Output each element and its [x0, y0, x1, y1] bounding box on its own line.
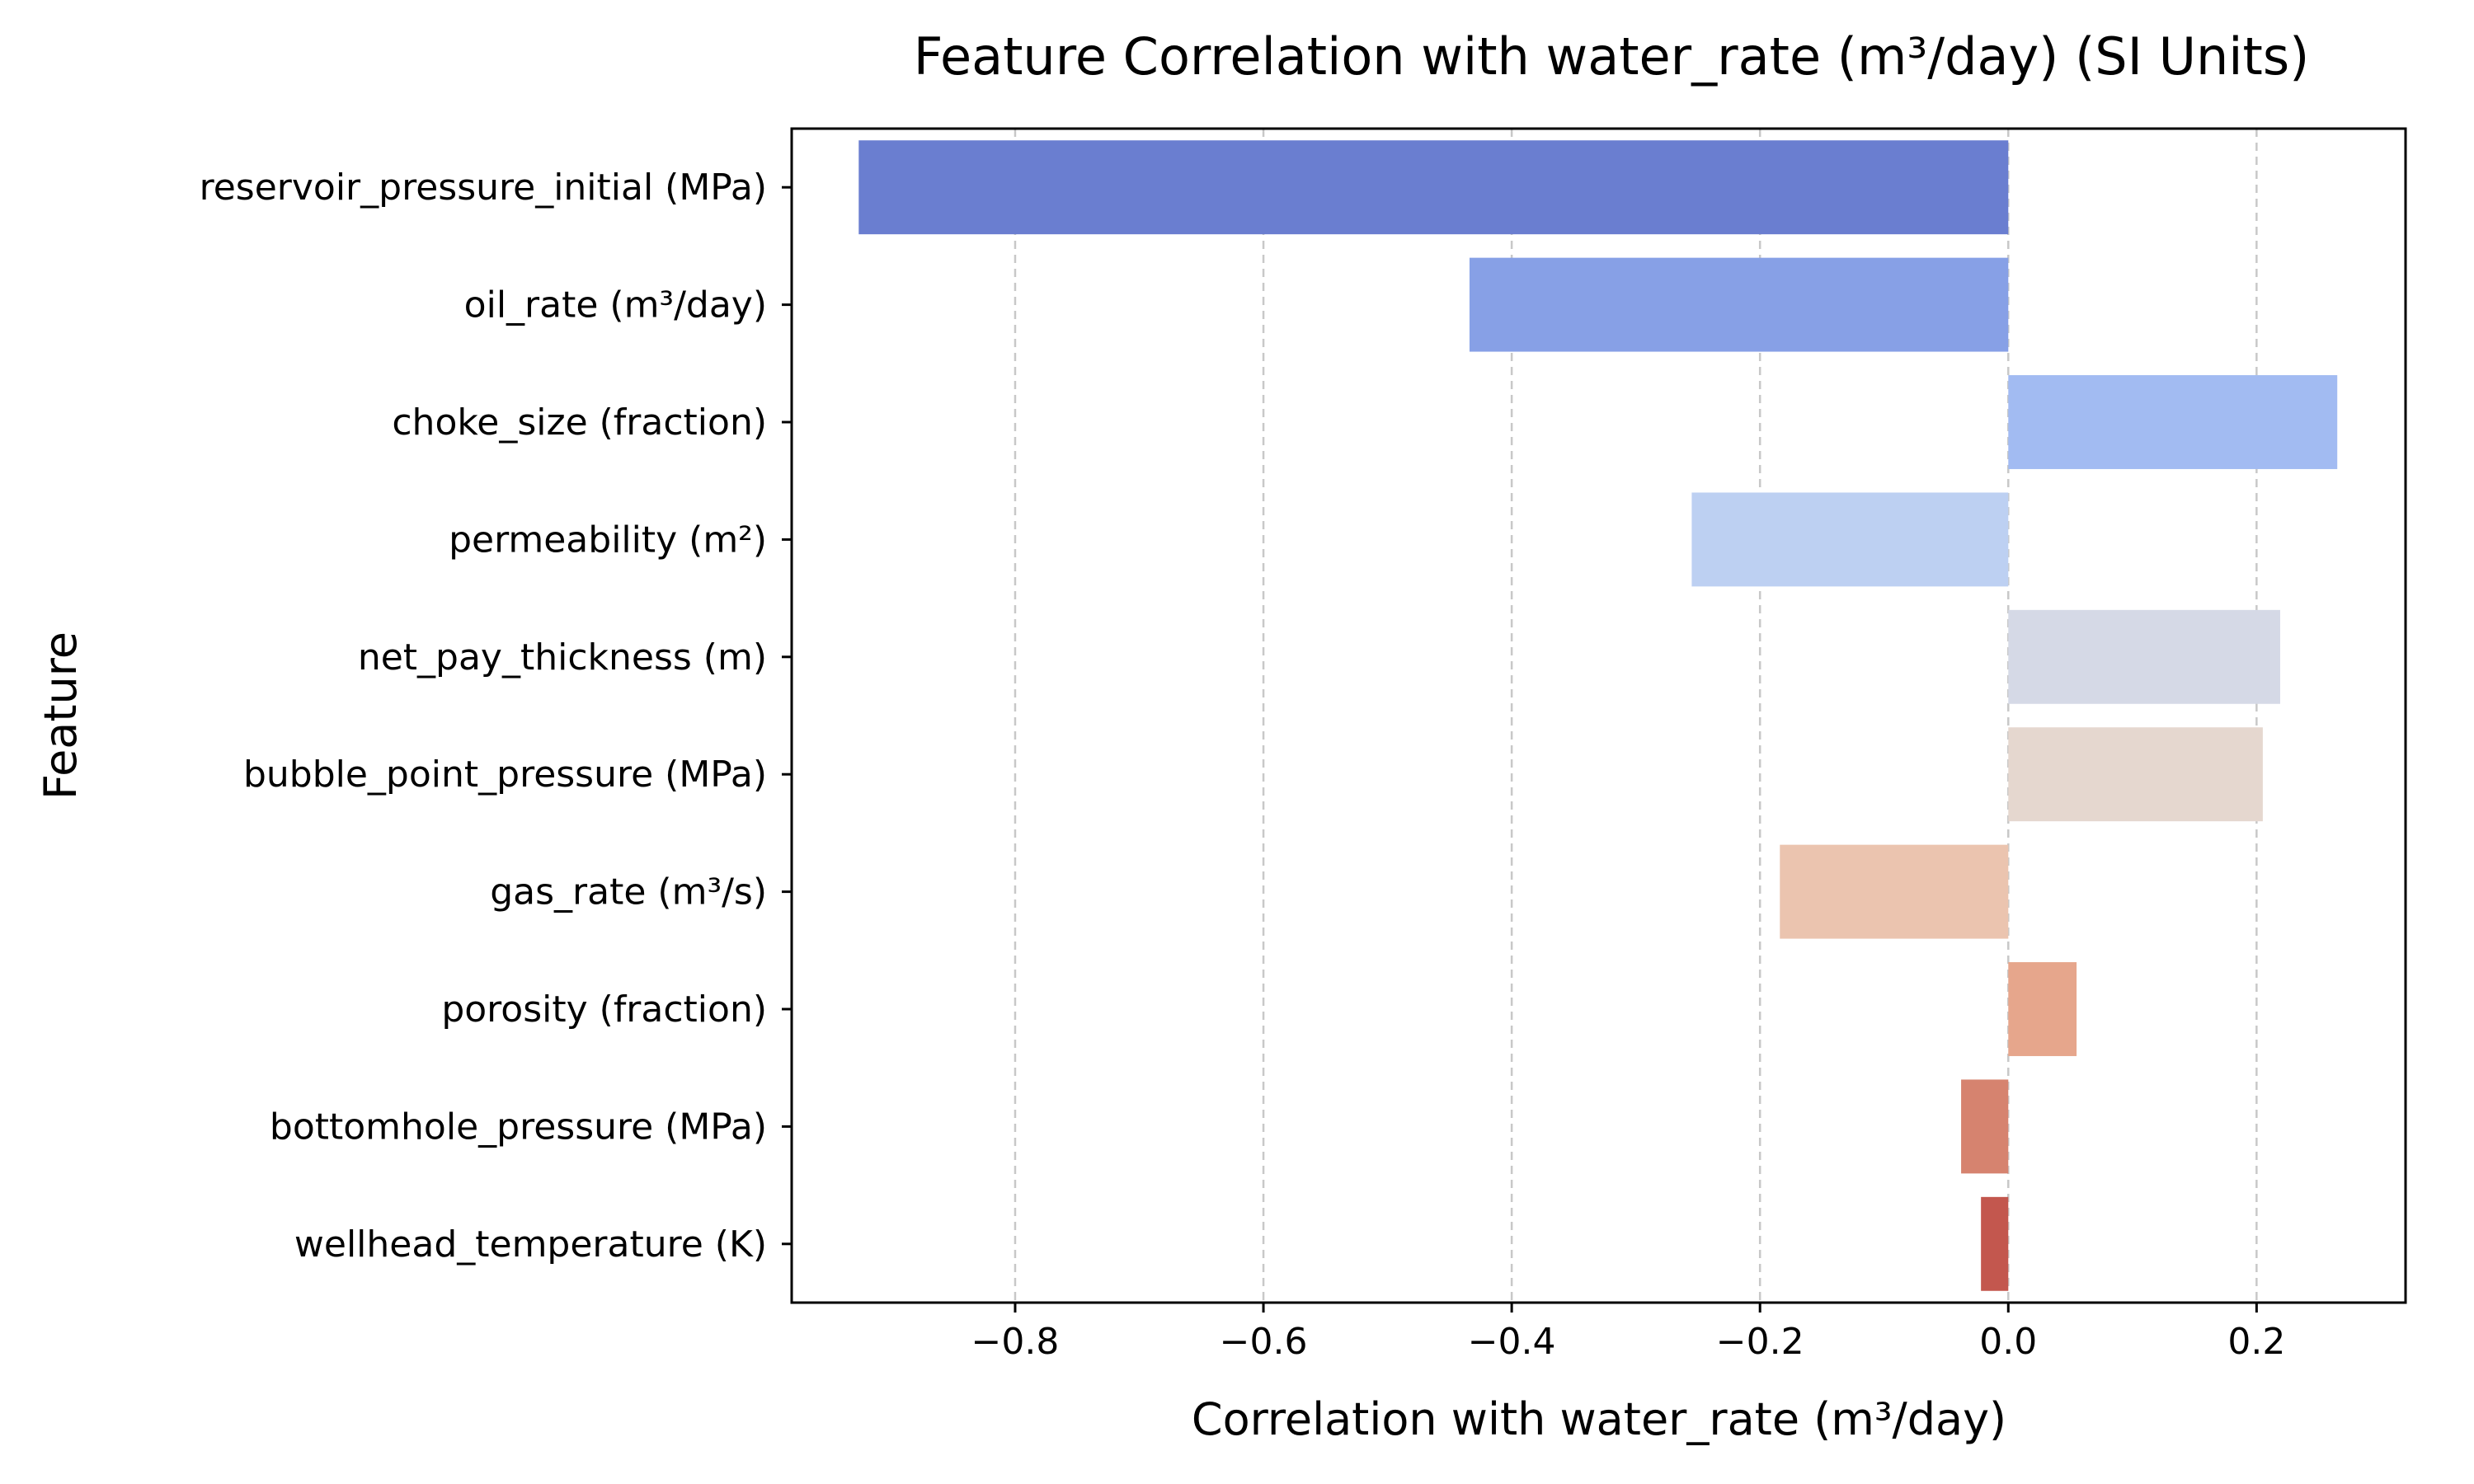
- x-axis-label: Correlation with water_rate (m³/day): [1192, 1393, 2006, 1445]
- y-tick-label: gas_rate (m³/s): [490, 871, 767, 913]
- y-tick-label: bottomhole_pressure (MPa): [270, 1106, 767, 1148]
- y-tick-label: bubble_point_pressure (MPa): [243, 754, 767, 796]
- y-axis-label: Feature: [35, 632, 87, 800]
- bar: [2008, 962, 2077, 1056]
- y-tick-label: net_pay_thickness (m): [358, 636, 767, 679]
- x-tick-label: −0.4: [1468, 1321, 1556, 1363]
- chart-title: Feature Correlation with water_rate (m³/…: [914, 26, 2310, 87]
- x-tick-label: 0.2: [2227, 1321, 2285, 1363]
- bar: [1981, 1196, 2009, 1291]
- x-tick-label: −0.6: [1220, 1321, 1308, 1363]
- y-tick-label: porosity (fraction): [441, 989, 767, 1031]
- y-axis-ticks: reservoir_pressure_initial (MPa) oil_rate…: [200, 167, 792, 1266]
- bar: [2008, 727, 2263, 822]
- bar: [1961, 1079, 2009, 1174]
- y-tick-label: oil_rate (m³/day): [464, 284, 767, 326]
- y-tick-label: choke_size (fraction): [392, 402, 767, 444]
- bars: [858, 140, 2338, 1291]
- bar: [2008, 375, 2338, 469]
- x-tick-label: −0.2: [1716, 1321, 1804, 1363]
- plot-frame: [790, 127, 2407, 1304]
- x-tick-label: 0.0: [1979, 1321, 2037, 1363]
- x-axis-ticks: −0.8 −0.6 −0.4 −0.2 0.0 0.2: [971, 1303, 2285, 1363]
- bar: [1780, 844, 2009, 939]
- y-tick-label: wellhead_temperature (K): [294, 1223, 767, 1266]
- x-tick-label: −0.8: [971, 1321, 1060, 1363]
- bar: [2008, 609, 2280, 704]
- bar: [858, 140, 2009, 235]
- bar: [1691, 492, 2009, 587]
- y-tick-label: permeability (m²): [449, 519, 767, 561]
- bar: [1469, 257, 2009, 352]
- y-tick-label: reservoir_pressure_initial (MPa): [200, 167, 767, 209]
